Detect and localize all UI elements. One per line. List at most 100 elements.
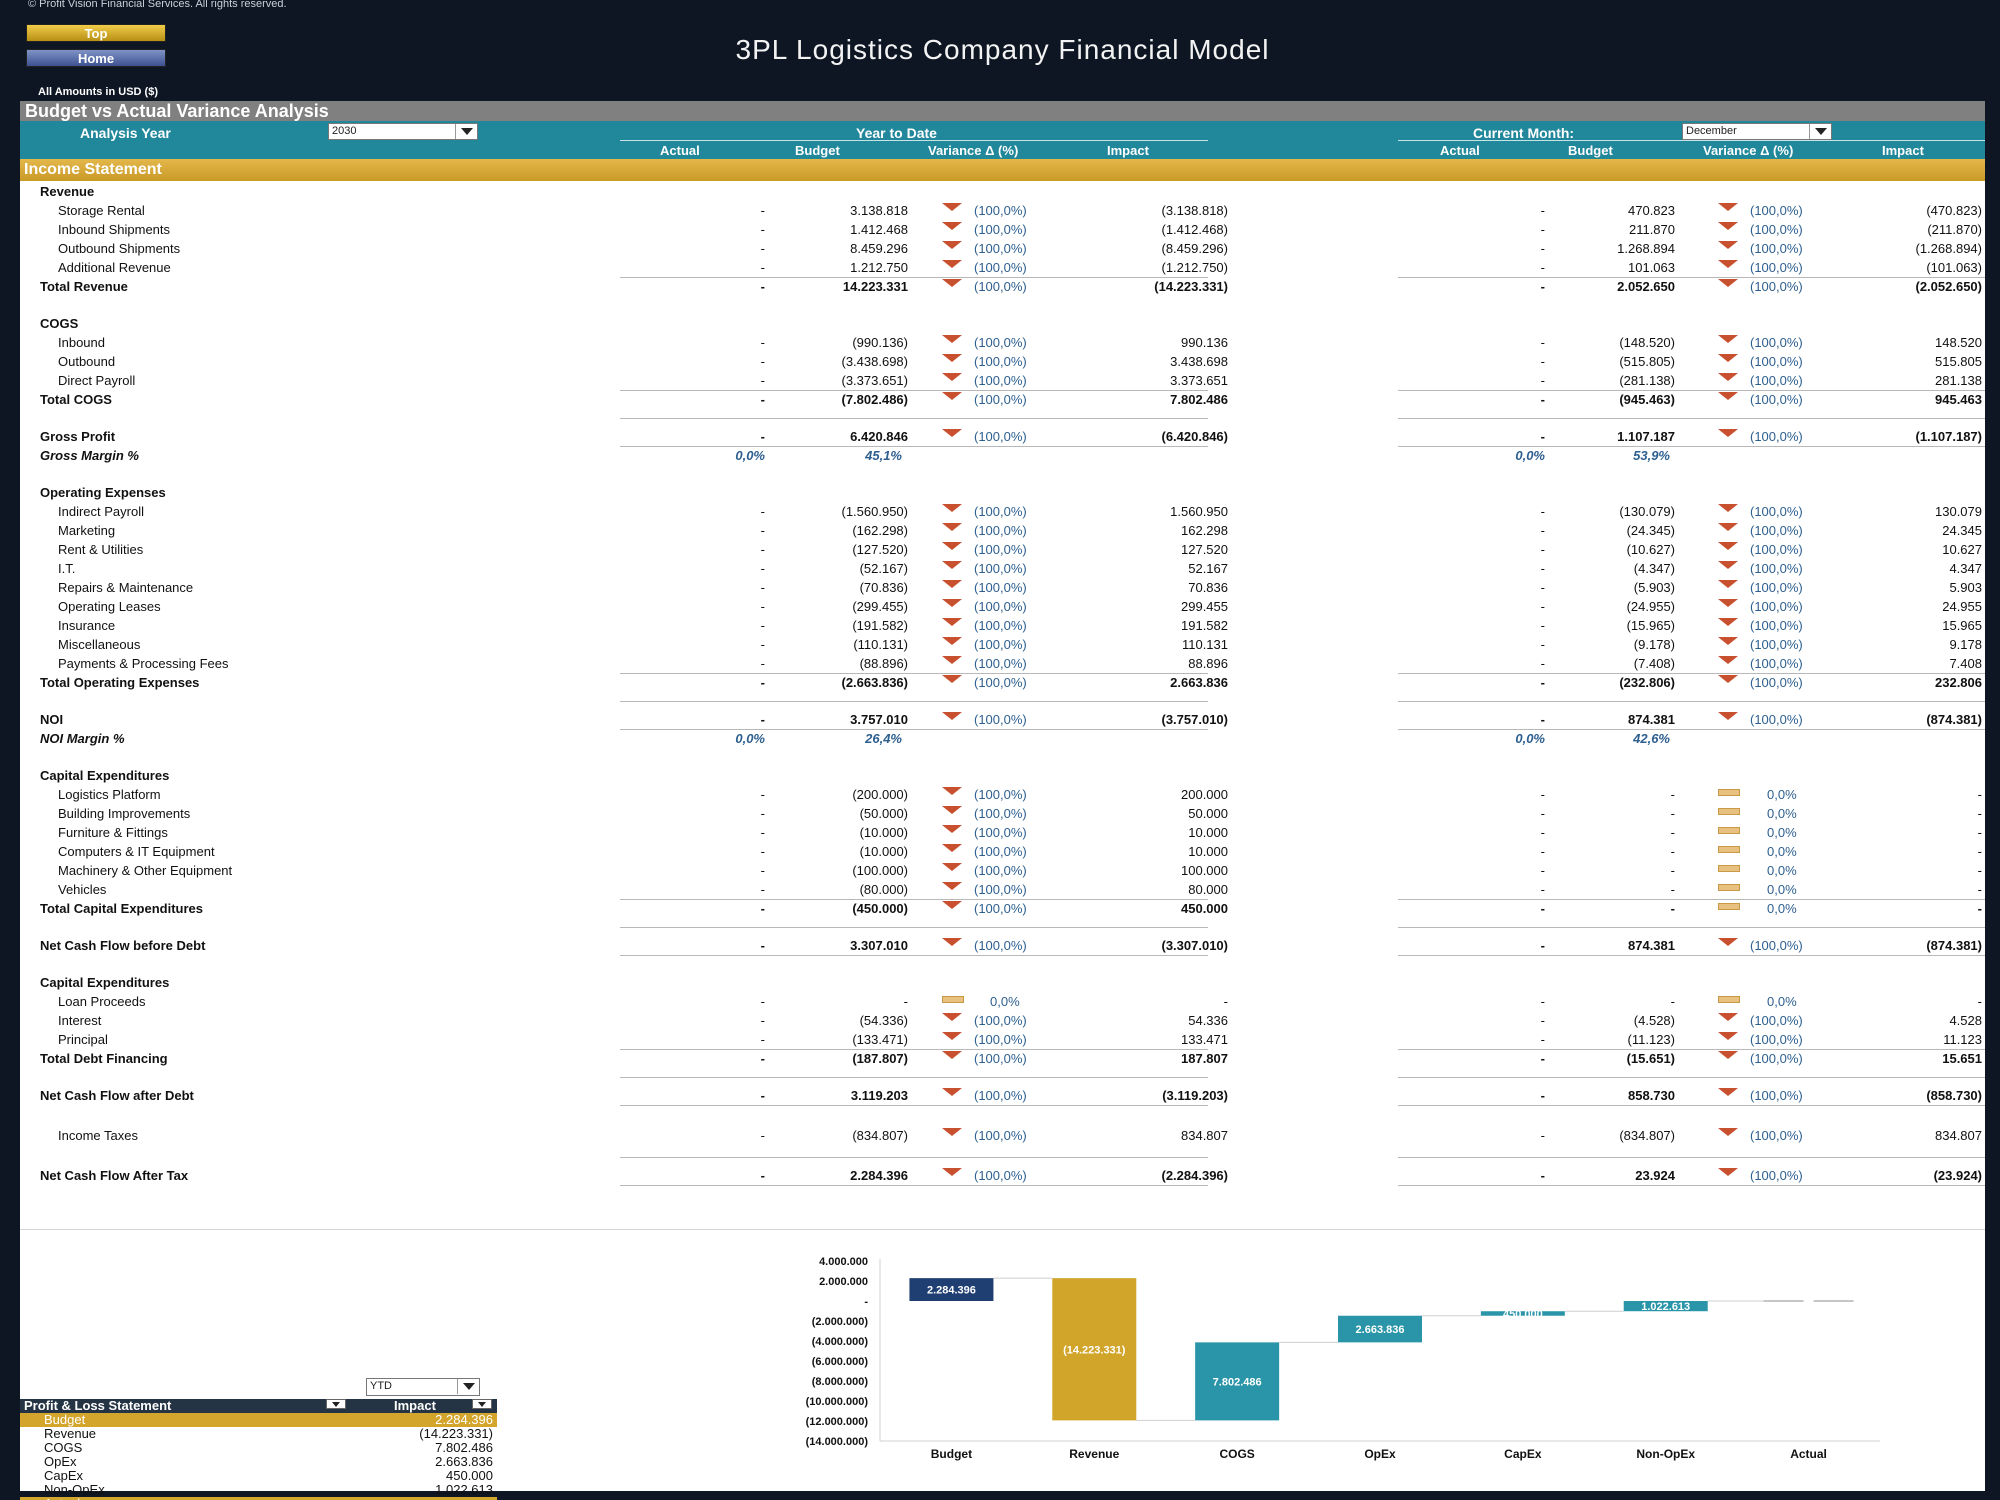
arrow-down-icon (942, 373, 962, 383)
ytd-variance: (100,0%) (974, 429, 1027, 444)
pl-row-label: Actual (44, 1497, 80, 1500)
home-button[interactable]: Home (26, 49, 166, 67)
current-month-select[interactable]: December (1682, 123, 1832, 140)
cm-variance: (100,0%) (1750, 222, 1803, 237)
ytd-budget-margin: 26,4% (865, 731, 902, 746)
table-row: Furniture & Fittings - (10.000) (100,0%) 10.… (20, 824, 1985, 843)
arrow-down-icon (942, 392, 962, 402)
arrow-down-icon (942, 712, 962, 722)
ytd-budget: (54.336) (859, 1013, 908, 1028)
cm-actual: - (1540, 1128, 1545, 1143)
cm-budget: (148.520) (1619, 335, 1675, 350)
ytd-actual: - (760, 561, 765, 576)
cm-actual: - (1540, 1032, 1545, 1047)
cm-variance: (100,0%) (1750, 618, 1803, 633)
cm-budget: 470.823 (1628, 203, 1675, 218)
waterfall-bar (1623, 1301, 1708, 1312)
ytd-budget: (88.896) (859, 656, 908, 671)
current-month-value: December (1686, 125, 1737, 137)
x-tick-label: Budget (931, 1447, 972, 1461)
ytd-impact: 200.000 (1181, 787, 1228, 802)
arrow-down-icon (942, 542, 962, 552)
table-row: Interest - (54.336) (100,0%) 54.336 - (4.528) (… (20, 1012, 1985, 1031)
ytd-budget: 2.284.396 (850, 1168, 908, 1183)
row-label: Income Taxes (58, 1128, 138, 1143)
row-underline (620, 899, 1208, 900)
pl-header-impact: Impact (394, 1398, 436, 1413)
chevron-down-icon[interactable] (326, 1399, 346, 1409)
ytd-divider (620, 140, 1208, 141)
table-row: Additional Revenue - 1.212.750 (100,0%) (1.2… (20, 259, 1985, 278)
y-tick-label: - (864, 1296, 868, 1308)
row-label: Capital Expenditures (40, 768, 170, 783)
row-label: I.T. (58, 561, 76, 576)
row-label: Payments & Processing Fees (58, 656, 229, 671)
cm-impact: 9.178 (1949, 637, 1982, 652)
pl-row-value: 1.022.613 (435, 1482, 493, 1497)
flat-bar-icon (942, 994, 964, 1004)
arrow-down-icon (1718, 938, 1738, 948)
chevron-down-icon[interactable] (457, 1379, 479, 1394)
ytd-budget: (70.836) (859, 580, 908, 595)
row-label: Gross Profit (40, 429, 116, 444)
row-underline (620, 1105, 1208, 1106)
ytd-actual: - (760, 901, 765, 916)
ytd-budget: 3.307.010 (850, 938, 908, 953)
row-label: Total Revenue (40, 279, 128, 294)
row-underline (1398, 1105, 1985, 1106)
table-row: Gross Profit - 6.420.846 (100,0%) (6.420.846… (20, 428, 1985, 447)
y-tick-label: 4.000.000 (819, 1256, 868, 1268)
cm-impact: - (1977, 882, 1982, 897)
row-label: Furniture & Fittings (58, 825, 168, 840)
ytd-variance: (100,0%) (974, 618, 1027, 633)
analysis-year-select[interactable]: 2030 (328, 123, 478, 140)
cm-budget: - (1670, 882, 1675, 897)
row-label: Marketing (58, 523, 116, 538)
pl-row-label: OpEx (44, 1454, 77, 1469)
cm-actual: - (1540, 1051, 1545, 1066)
cm-impact: (211.870) (1927, 222, 1982, 237)
pl-period-select[interactable]: YTD (366, 1378, 480, 1396)
table-row: NOI - 3.757.010 (100,0%) (3.757.010) - 874.381… (20, 711, 1985, 730)
arrow-down-icon (942, 863, 962, 873)
row-label: Revenue (40, 184, 95, 199)
arrow-down-icon (942, 354, 962, 364)
total-topline (620, 1077, 1208, 1078)
ytd-budget: (162.298) (852, 523, 908, 538)
arrow-down-icon (942, 1051, 962, 1061)
arrow-down-icon (1718, 542, 1738, 552)
table-row: Direct Payroll - (3.373.651) (100,0%) 3.373.… (20, 372, 1985, 391)
cm-variance: (100,0%) (1750, 203, 1803, 218)
cm-variance: (100,0%) (1750, 373, 1803, 388)
ytd-actual: - (760, 1051, 765, 1066)
chevron-down-icon[interactable] (472, 1399, 492, 1409)
table-row: Total Debt Financing - (187.807) (100,0%) 18… (20, 1050, 1985, 1069)
cm-budget-margin: 53,9% (1633, 448, 1670, 463)
cm-actual: - (1540, 675, 1545, 690)
cm-variance: (100,0%) (1750, 599, 1803, 614)
table-row: Machinery & Other Equipment - (100.000) (10… (20, 862, 1985, 881)
arrow-down-icon (1718, 712, 1738, 722)
ytd-actual-margin: 0,0% (735, 448, 765, 463)
ytd-actual: - (760, 712, 765, 727)
ytd-actual: - (760, 1088, 765, 1103)
arrow-down-icon (1718, 222, 1738, 232)
cm-actual: - (1540, 863, 1545, 878)
ytd-variance: (100,0%) (974, 504, 1027, 519)
chevron-down-icon[interactable] (455, 124, 477, 139)
arrow-down-icon (942, 938, 962, 948)
cm-impact: 24.955 (1942, 599, 1982, 614)
pl-row-value: (14.223.331) (419, 1426, 493, 1441)
table-row: Gross Margin % 0,0% 45,1% 0,0% 53,9% (20, 447, 1985, 466)
ytd-col-impact: Impact (1107, 143, 1149, 158)
waterfall-bar (1338, 1315, 1422, 1343)
row-underline (1398, 390, 1985, 391)
ytd-impact: 88.896 (1188, 656, 1228, 671)
ytd-actual: - (760, 637, 765, 652)
cm-budget: (945.463) (1619, 392, 1675, 407)
copyright-text: © Profit Vision Financial Services. All … (28, 0, 287, 10)
cm-variance: (100,0%) (1750, 523, 1803, 538)
chevron-down-icon[interactable] (1809, 124, 1831, 139)
top-button[interactable]: Top (26, 24, 166, 42)
pl-row-label: COGS (44, 1440, 83, 1455)
